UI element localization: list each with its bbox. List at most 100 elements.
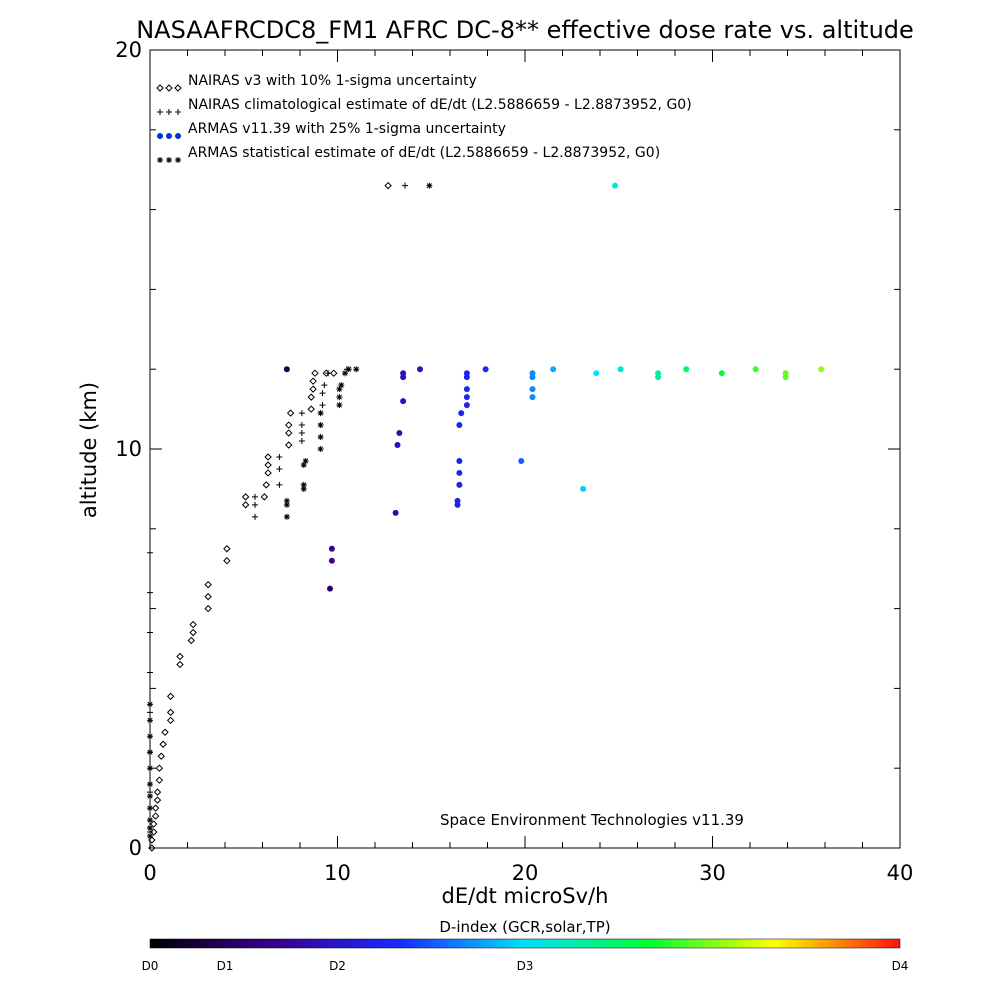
data-point <box>400 370 407 377</box>
data-point <box>161 728 169 736</box>
data-point <box>252 501 258 508</box>
data-point <box>426 182 433 189</box>
legend-marker <box>156 84 164 92</box>
data-point <box>166 692 175 701</box>
data-point <box>683 366 690 373</box>
data-point <box>319 402 326 409</box>
data-point <box>300 485 307 492</box>
data-point <box>752 366 759 373</box>
data-point <box>309 377 317 385</box>
y-tick-label: 20 <box>115 38 142 62</box>
legend-marker <box>175 157 181 163</box>
series-asterisk <box>147 182 433 840</box>
data-point <box>147 709 153 716</box>
data-point <box>300 461 307 468</box>
data-point <box>300 481 307 488</box>
data-point <box>302 457 309 464</box>
data-point <box>264 453 272 461</box>
x-tick-label: 20 <box>512 861 539 885</box>
data-point <box>189 628 197 637</box>
data-point <box>482 366 489 373</box>
data-point <box>286 409 295 417</box>
chart-title: NASAAFRCDC8_FM1 AFRC DC-8** effective do… <box>136 16 914 44</box>
data-point <box>150 820 158 828</box>
data-point <box>529 394 536 401</box>
data-point <box>298 410 305 417</box>
data-point <box>396 430 403 437</box>
data-point <box>456 469 463 476</box>
data-point <box>550 366 557 373</box>
colorbar-tick-label: D3 <box>517 959 534 973</box>
colorbar-tick-label: D0 <box>142 959 159 973</box>
data-point <box>223 545 231 553</box>
data-point <box>283 366 290 373</box>
data-point <box>417 366 423 373</box>
legend-item: NAIRAS v3 with 10% 1-sigma uncertainty <box>156 73 477 92</box>
colorbar-title: D-index (GCR,solar,TP) <box>439 918 610 936</box>
data-point <box>157 752 165 760</box>
colorbar-tick-label: D2 <box>329 959 346 973</box>
data-point <box>307 393 315 401</box>
data-point <box>309 385 317 393</box>
data-point <box>345 366 352 373</box>
data-point <box>617 366 624 373</box>
legend-marker <box>166 157 172 163</box>
data-point <box>176 652 184 661</box>
legend-marker <box>174 84 182 92</box>
x-tick-label: 30 <box>699 861 726 885</box>
data-point <box>204 604 212 613</box>
colorbar-ticks: D0 D1 D2 D3 D4 <box>142 959 909 973</box>
data-point <box>153 796 162 804</box>
data-point <box>353 366 360 373</box>
data-point <box>147 793 153 800</box>
data-point <box>463 394 470 401</box>
data-point <box>325 370 332 377</box>
data-point <box>394 442 401 449</box>
data-point <box>456 457 463 464</box>
legend-item: ARMAS v11.39 with 25% 1-sigma uncertaint… <box>157 121 506 139</box>
data-point <box>298 430 305 437</box>
data-point <box>529 370 536 377</box>
data-point <box>252 493 258 500</box>
legend-marker <box>166 133 172 139</box>
data-point <box>518 457 525 464</box>
data-point <box>456 422 463 429</box>
data-point <box>655 370 662 377</box>
data-point <box>328 557 335 564</box>
legend-label: NAIRAS climatological estimate of dE/dt … <box>188 97 692 113</box>
data-point <box>147 549 153 556</box>
data-point <box>463 386 470 393</box>
legend-item: NAIRAS climatological estimate of dE/dt … <box>157 97 692 115</box>
x-tick-label: 10 <box>324 861 351 885</box>
data-point <box>612 182 618 189</box>
legend-item: ARMAS statistical estimate of dE/dt (L2.… <box>157 145 660 163</box>
legend: NAIRAS v3 with 10% 1-sigma uncertainty NA… <box>156 73 692 163</box>
data-point <box>147 825 153 832</box>
data-point <box>148 844 156 852</box>
data-point <box>285 441 293 449</box>
data-point <box>311 369 319 377</box>
data-point <box>336 386 343 393</box>
data-point <box>276 481 283 488</box>
data-point <box>454 497 461 504</box>
data-point <box>153 788 162 796</box>
data-point <box>338 382 345 389</box>
data-point <box>400 398 407 405</box>
data-point <box>147 833 153 840</box>
data-points <box>147 181 825 852</box>
data-point <box>529 386 536 393</box>
legend-label: ARMAS statistical estimate of dE/dt (L2.… <box>188 145 660 161</box>
data-point <box>166 716 175 725</box>
x-tick-label: 0 <box>143 861 156 885</box>
data-point <box>298 422 305 429</box>
data-point <box>147 817 153 824</box>
colorbar-tick-label: D1 <box>217 959 234 973</box>
data-point <box>283 501 290 508</box>
data-point <box>328 545 335 552</box>
data-point <box>317 434 324 441</box>
data-point <box>818 366 825 373</box>
data-point <box>159 740 167 748</box>
data-point <box>317 446 324 452</box>
data-point <box>150 828 158 836</box>
